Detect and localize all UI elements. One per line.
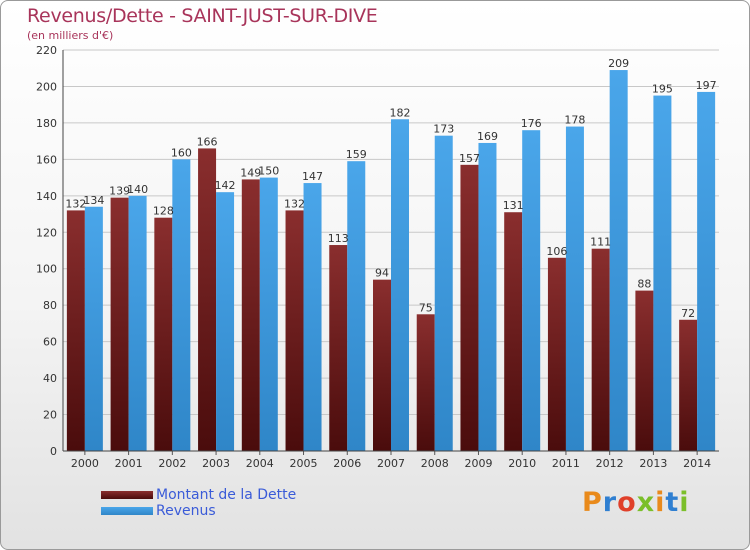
bar-montant-de-la-dette-2004 [241,179,260,451]
bar-revenus-2011 [565,126,584,452]
x-tick-label: 2001 [115,457,143,470]
data-label-montant-de-la-dette-2004: 149 [240,166,261,179]
x-tick-label: 2007 [377,457,405,470]
data-label-montant-de-la-dette-2007: 94 [375,267,389,280]
bar-montant-de-la-dette-2008 [416,314,435,451]
data-label-revenus-2002: 160 [171,146,192,159]
data-label-montant-de-la-dette-2013: 88 [637,278,651,291]
x-tick-label: 2011 [552,457,580,470]
data-label-montant-de-la-dette-2002: 128 [153,205,174,218]
y-tick-label: 140 [36,190,57,203]
data-label-revenus-2000: 134 [83,194,104,207]
bar-montant-de-la-dette-2013 [635,290,654,451]
y-tick-label: 60 [43,336,57,349]
x-tick-label: 2000 [71,457,99,470]
legend-label-debt: Montant de la Dette [156,487,297,503]
bar-revenus-2006 [347,161,366,451]
x-tick-label: 2014 [683,457,711,470]
chart-subtitle: (en milliers d'€) [27,29,114,42]
y-tick-label: 100 [36,263,57,276]
data-label-revenus-2006: 159 [346,148,367,161]
x-tick-label: 2002 [158,457,186,470]
data-label-montant-de-la-dette-2010: 131 [503,199,524,212]
bar-revenus-2005 [303,183,322,452]
bar-revenus-2012 [609,70,628,452]
bar-revenus-2004 [259,177,278,451]
data-label-revenus-2001: 140 [127,183,148,196]
y-tick-label: 20 [43,409,57,422]
data-label-montant-de-la-dette-2001: 139 [109,185,130,198]
bar-montant-de-la-dette-2012 [591,248,610,451]
x-tick-label: 2005 [290,457,318,470]
bar-revenus-2007 [391,119,409,451]
y-tick-label: 180 [36,117,57,130]
bar-revenus-2001 [128,195,147,451]
data-label-revenus-2003: 142 [215,179,236,192]
data-label-revenus-2008: 173 [433,123,454,136]
bar-revenus-2014 [697,91,716,451]
data-label-revenus-2012: 209 [608,57,629,70]
proxiti-logo: Proxiti [582,487,690,518]
x-tick-label: 2010 [508,457,536,470]
x-tick-label: 2009 [464,457,492,470]
bar-montant-de-la-dette-2003 [198,148,217,451]
data-label-montant-de-la-dette-2008: 75 [419,301,433,314]
bar-montant-de-la-dette-2000 [66,210,85,451]
y-tick-label: 120 [36,226,57,239]
data-label-revenus-2014: 197 [696,79,717,92]
legend-swatch-debt [101,491,153,499]
data-label-montant-de-la-dette-2014: 72 [681,307,695,320]
bar-montant-de-la-dette-2014 [679,319,698,451]
bar-revenus-2003 [216,192,235,451]
bar-revenus-2000 [84,206,103,451]
bar-montant-de-la-dette-2009 [460,164,479,451]
data-label-montant-de-la-dette-2011: 106 [546,245,567,258]
bar-revenus-2008 [434,135,453,451]
bar-montant-de-la-dette-2010 [504,212,523,451]
y-tick-label: 160 [36,153,57,166]
data-label-revenus-2004: 150 [258,165,279,178]
legend-label-revenue: Revenus [156,503,216,519]
bar-montant-de-la-dette-2001 [110,197,129,451]
x-tick-label: 2013 [639,457,667,470]
x-tick-label: 2006 [333,457,361,470]
legend-item-revenue: Revenus [101,503,401,519]
legend: Montant de la Dette Revenus [101,487,401,519]
data-label-montant-de-la-dette-2005: 132 [284,197,305,210]
data-label-revenus-2005: 147 [302,170,323,183]
y-tick-label: 200 [36,80,57,93]
y-tick-label: 80 [43,299,57,312]
data-label-montant-de-la-dette-2009: 157 [459,152,480,165]
bar-montant-de-la-dette-2006 [329,245,348,451]
data-label-revenus-2009: 169 [477,130,498,143]
chart-title: Revenus/Dette - SAINT-JUST-SUR-DIVE [27,5,378,27]
x-tick-label: 2003 [202,457,230,470]
data-label-montant-de-la-dette-2003: 166 [197,135,218,148]
data-label-montant-de-la-dette-2000: 132 [65,197,86,210]
data-label-revenus-2007: 182 [390,106,411,119]
data-label-montant-de-la-dette-2006: 113 [328,232,349,245]
bar-revenus-2009 [478,142,497,451]
legend-swatch-revenue [101,507,153,515]
bar-revenus-2013 [653,95,672,452]
data-label-revenus-2011: 178 [564,114,585,127]
legend-item-debt: Montant de la Dette [101,487,401,503]
bar-montant-de-la-dette-2011 [547,257,566,451]
bar-revenus-2010 [522,130,541,451]
y-tick-label: 0 [50,445,57,458]
data-label-revenus-2010: 176 [521,117,542,130]
bar-montant-de-la-dette-2007 [373,279,391,451]
bar-montant-de-la-dette-2005 [285,210,304,451]
data-label-montant-de-la-dette-2012: 111 [590,236,611,249]
x-tick-label: 2012 [596,457,624,470]
bar-revenus-2002 [172,159,191,451]
data-label-revenus-2013: 195 [652,83,673,96]
y-tick-label: 40 [43,372,57,385]
x-tick-label: 2004 [246,457,274,470]
bar-montant-de-la-dette-2002 [154,217,173,451]
y-tick-label: 220 [36,44,57,57]
x-tick-label: 2008 [421,457,449,470]
